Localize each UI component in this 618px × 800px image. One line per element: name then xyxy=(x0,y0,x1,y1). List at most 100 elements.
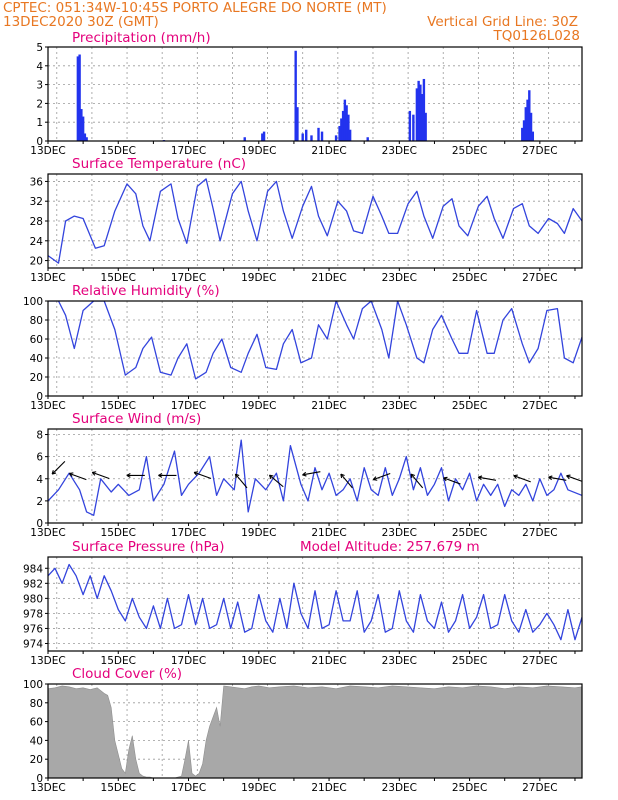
precip-bar xyxy=(420,94,424,141)
precip-bar xyxy=(334,135,338,141)
wind-arrow xyxy=(477,475,497,481)
cloud-xtick-label: 17DEC xyxy=(171,782,206,794)
pres-xtick-label: 13DEC xyxy=(30,655,65,667)
rh-xtick-label: 17DEC xyxy=(171,400,206,412)
precip-bar xyxy=(83,133,87,141)
wind-xtick-label: 21DEC xyxy=(311,527,346,539)
wind-xtick-label: 13DEC xyxy=(30,527,65,539)
cloud-title: Cloud Cover (%) xyxy=(72,666,182,682)
wind-xtick-label: 19DEC xyxy=(241,527,276,539)
precip-bar xyxy=(366,137,369,141)
wind-arrow xyxy=(513,474,531,483)
precip-bar xyxy=(305,129,308,141)
temp-ytick: 36 xyxy=(30,176,44,188)
precip-ytick: 3 xyxy=(36,80,43,92)
wind-data xyxy=(48,439,582,516)
precip-bar xyxy=(81,116,85,141)
precip-bar xyxy=(80,109,83,141)
wind-xtick-label: 23DEC xyxy=(382,527,417,539)
wind-xtick-label: 27DEC xyxy=(522,527,557,539)
precip-xtick-label: 21DEC xyxy=(311,145,346,157)
precip-bar xyxy=(338,125,341,141)
precip-bar xyxy=(340,118,343,141)
precip-xtick-label: 25DEC xyxy=(452,145,487,157)
pres-ytick: 976 xyxy=(23,623,43,635)
rh-ytick: 0 xyxy=(36,391,43,403)
panel-wind: Surface Wind (m/s) 0 2 4 6 8 13DEC 15DEC 17DEC 19… xyxy=(30,411,583,539)
precip-bar xyxy=(343,99,347,141)
rh-ytick: 80 xyxy=(30,315,43,327)
precip-data xyxy=(76,50,535,141)
temp-xtick-label: 13DEC xyxy=(30,272,65,284)
pres-line xyxy=(48,563,582,641)
cloud-xtick-label: 13DEC xyxy=(30,782,65,794)
pres-xtick-label: 17DEC xyxy=(171,655,206,667)
wind-frame xyxy=(47,428,583,524)
cloud-xtick-label: 27DEC xyxy=(522,782,557,794)
precip-bar xyxy=(531,131,535,141)
pres-xtick-label: 21DEC xyxy=(311,655,346,667)
precip-bar xyxy=(320,131,324,141)
cloud-ytick: 0 xyxy=(36,773,43,785)
precip-ytick: 5 xyxy=(36,42,43,54)
wind-arrow xyxy=(340,473,353,489)
chart-header: CPTEC: 051:34W-10:45S PORTO ALEGRE DO NO… xyxy=(0,0,618,44)
precip-ytick: 2 xyxy=(36,98,43,110)
wind-arrow xyxy=(372,472,391,481)
pres-ytick: 974 xyxy=(23,638,43,650)
cloud-ytick: 100 xyxy=(23,679,43,691)
pres-frame xyxy=(47,556,583,652)
precip-xtick-label: 19DEC xyxy=(241,145,276,157)
wind-line xyxy=(48,439,582,516)
wind-arrow xyxy=(234,473,248,489)
rh-xtick-label: 21DEC xyxy=(311,400,346,412)
precip-bar xyxy=(347,114,350,141)
pres-ytick: 978 xyxy=(23,608,43,620)
rh-ytick: 100 xyxy=(23,296,43,308)
cloud-xtick-label: 19DEC xyxy=(241,782,276,794)
precip-bar xyxy=(261,133,264,141)
temp-xtick-label: 25DEC xyxy=(452,272,487,284)
cloud-ytick: 60 xyxy=(30,717,43,729)
pres-data xyxy=(48,563,582,641)
model-id-label: TQ0126L028 xyxy=(493,28,580,44)
temp-xtick-label: 15DEC xyxy=(101,272,136,284)
rh-xtick-label: 15DEC xyxy=(101,400,136,412)
temp-frame xyxy=(47,173,583,269)
wind-arrow xyxy=(91,471,110,480)
precip-bar xyxy=(524,107,527,141)
precip-bar xyxy=(422,78,426,141)
temp-xtick-label: 21DEC xyxy=(311,272,346,284)
panel-cloud: Cloud Cover (%) 0 20 40 60 80 100 13DEC 15DEC 17D… xyxy=(23,666,583,794)
precip-bar xyxy=(417,80,420,141)
wind-arrow xyxy=(410,473,424,489)
temp-ytick: 28 xyxy=(30,216,43,228)
wind-ytick: 6 xyxy=(36,452,43,464)
pres-xtick-label: 15DEC xyxy=(101,655,136,667)
grid-line-label: Vertical Grid Line: 30Z xyxy=(427,14,578,30)
rh-title: Relative Humidity (%) xyxy=(72,283,220,299)
temp-title: Surface Temperature (nC) xyxy=(72,156,246,172)
precip-bar xyxy=(78,54,81,141)
panel-rh: Relative Humidity (%) 0 20 40 60 80 100 13DEC 15… xyxy=(23,283,583,412)
cloud-xtick-label: 15DEC xyxy=(101,782,136,794)
rh-xtick-label: 27DEC xyxy=(522,400,557,412)
precip-bar xyxy=(317,127,320,141)
pres-xtick-label: 23DEC xyxy=(382,655,417,667)
wind-xtick-label: 17DEC xyxy=(171,527,206,539)
wind-arrow xyxy=(268,474,284,488)
precip-bar xyxy=(294,50,297,141)
wind-xtick-label: 25DEC xyxy=(452,527,487,539)
cloud-frame xyxy=(47,683,583,779)
cloud-ytick: 20 xyxy=(30,754,43,766)
precip-bar xyxy=(296,107,299,141)
wind-ytick: 2 xyxy=(36,496,43,508)
cloud-ytick: 80 xyxy=(30,698,43,710)
precip-ytick: 1 xyxy=(36,117,43,129)
cloud-xtick-label: 21DEC xyxy=(311,782,346,794)
precip-bar xyxy=(424,112,427,141)
cloud-xtick-label: 23DEC xyxy=(382,782,417,794)
precip-xtick-label: 13DEC xyxy=(30,145,65,157)
panel-pres: Surface Pressure (hPa) Model Altitude: 25… xyxy=(23,539,583,667)
temp-ytick: 32 xyxy=(30,196,43,208)
